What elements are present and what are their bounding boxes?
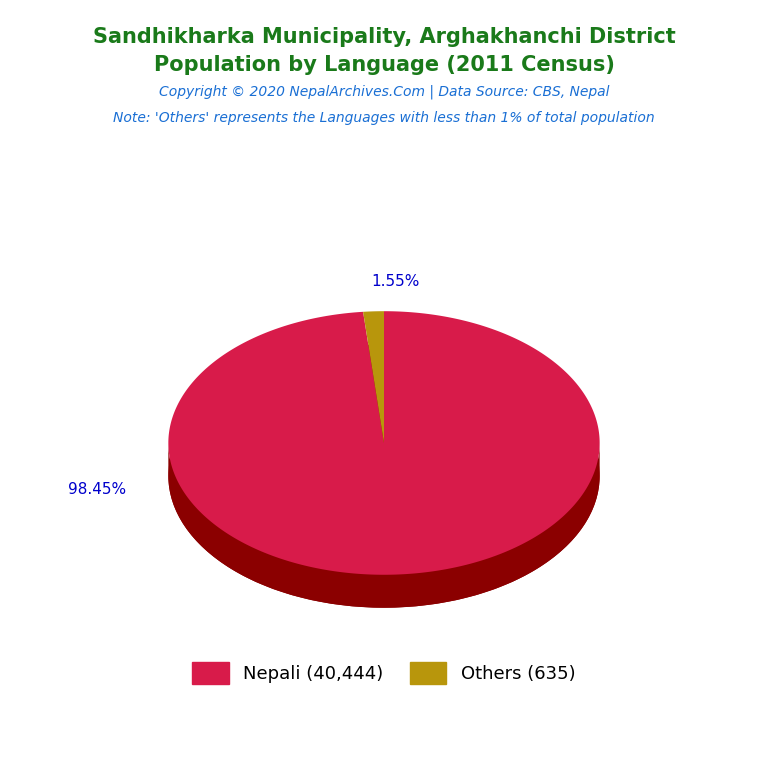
Text: Sandhikharka Municipality, Arghakhanchi District: Sandhikharka Municipality, Arghakhanchi … bbox=[93, 27, 675, 47]
Ellipse shape bbox=[168, 344, 600, 607]
Text: 98.45%: 98.45% bbox=[68, 482, 127, 497]
Text: Note: 'Others' represents the Languages with less than 1% of total population: Note: 'Others' represents the Languages … bbox=[113, 111, 655, 125]
Polygon shape bbox=[168, 443, 600, 607]
Legend: Nepali (40,444), Others (635): Nepali (40,444), Others (635) bbox=[185, 655, 583, 691]
Polygon shape bbox=[363, 311, 384, 443]
Text: Population by Language (2011 Census): Population by Language (2011 Census) bbox=[154, 55, 614, 75]
Polygon shape bbox=[168, 311, 600, 574]
Text: 1.55%: 1.55% bbox=[371, 274, 419, 289]
Text: Copyright © 2020 NepalArchives.Com | Data Source: CBS, Nepal: Copyright © 2020 NepalArchives.Com | Dat… bbox=[159, 84, 609, 99]
